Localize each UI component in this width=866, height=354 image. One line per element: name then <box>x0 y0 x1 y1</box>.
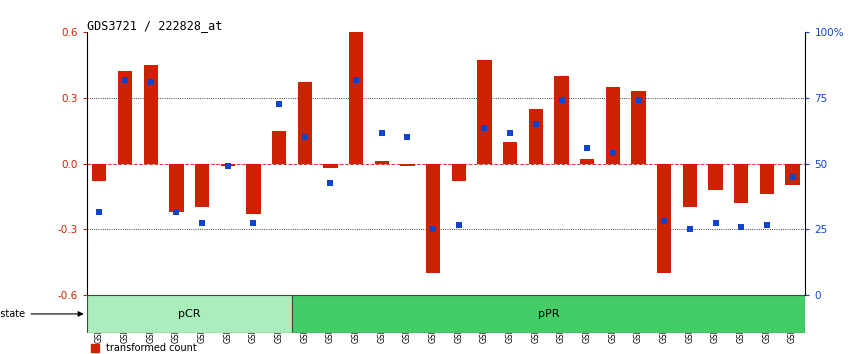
Text: pCR: pCR <box>178 309 201 319</box>
Point <box>631 97 645 103</box>
Point <box>734 224 748 230</box>
Bar <box>349 32 363 164</box>
Bar <box>477 61 492 164</box>
Point <box>375 130 389 136</box>
Bar <box>554 76 569 164</box>
Text: pPR: pPR <box>538 309 559 319</box>
Bar <box>144 65 158 164</box>
Point <box>554 97 568 103</box>
Bar <box>734 164 748 203</box>
Bar <box>87 295 292 333</box>
Bar <box>272 131 286 164</box>
Point <box>477 126 491 131</box>
Bar <box>93 164 107 181</box>
Point <box>118 77 132 83</box>
Bar <box>529 109 543 164</box>
Bar <box>759 164 774 194</box>
Point <box>683 227 697 232</box>
Point <box>272 102 286 107</box>
Bar <box>323 164 338 168</box>
Point <box>324 181 338 186</box>
Point <box>657 218 671 223</box>
Point <box>529 121 543 127</box>
Point <box>708 220 722 225</box>
Point <box>426 227 440 232</box>
Bar <box>247 164 261 214</box>
Bar <box>785 164 799 185</box>
Point <box>93 209 107 215</box>
Bar <box>221 164 235 166</box>
Bar <box>195 164 210 207</box>
Bar <box>503 142 517 164</box>
Bar <box>170 164 184 212</box>
Point <box>760 222 774 228</box>
Point <box>785 174 799 179</box>
Point <box>144 80 158 85</box>
Point <box>503 130 517 136</box>
Bar <box>606 87 620 164</box>
Bar <box>426 164 440 273</box>
Point <box>170 209 184 215</box>
Point <box>298 135 312 140</box>
Point <box>606 150 620 155</box>
Point <box>221 163 235 169</box>
Bar <box>452 164 466 181</box>
Bar <box>682 164 697 207</box>
Bar <box>580 159 594 164</box>
Point <box>349 77 363 83</box>
Bar <box>631 91 645 164</box>
Bar <box>657 164 671 273</box>
Point <box>580 145 594 151</box>
Text: GDS3721 / 222828_at: GDS3721 / 222828_at <box>87 19 222 32</box>
Point <box>247 220 261 225</box>
Bar <box>292 295 805 333</box>
Bar <box>400 164 415 166</box>
Bar <box>375 161 389 164</box>
Point <box>195 220 209 225</box>
Bar <box>118 72 132 164</box>
Text: disease state: disease state <box>0 309 82 319</box>
Legend: transformed count, percentile rank within the sample: transformed count, percentile rank withi… <box>91 343 271 354</box>
Point <box>452 222 466 228</box>
Bar <box>708 164 722 190</box>
Point <box>401 135 415 140</box>
Bar <box>298 82 312 164</box>
